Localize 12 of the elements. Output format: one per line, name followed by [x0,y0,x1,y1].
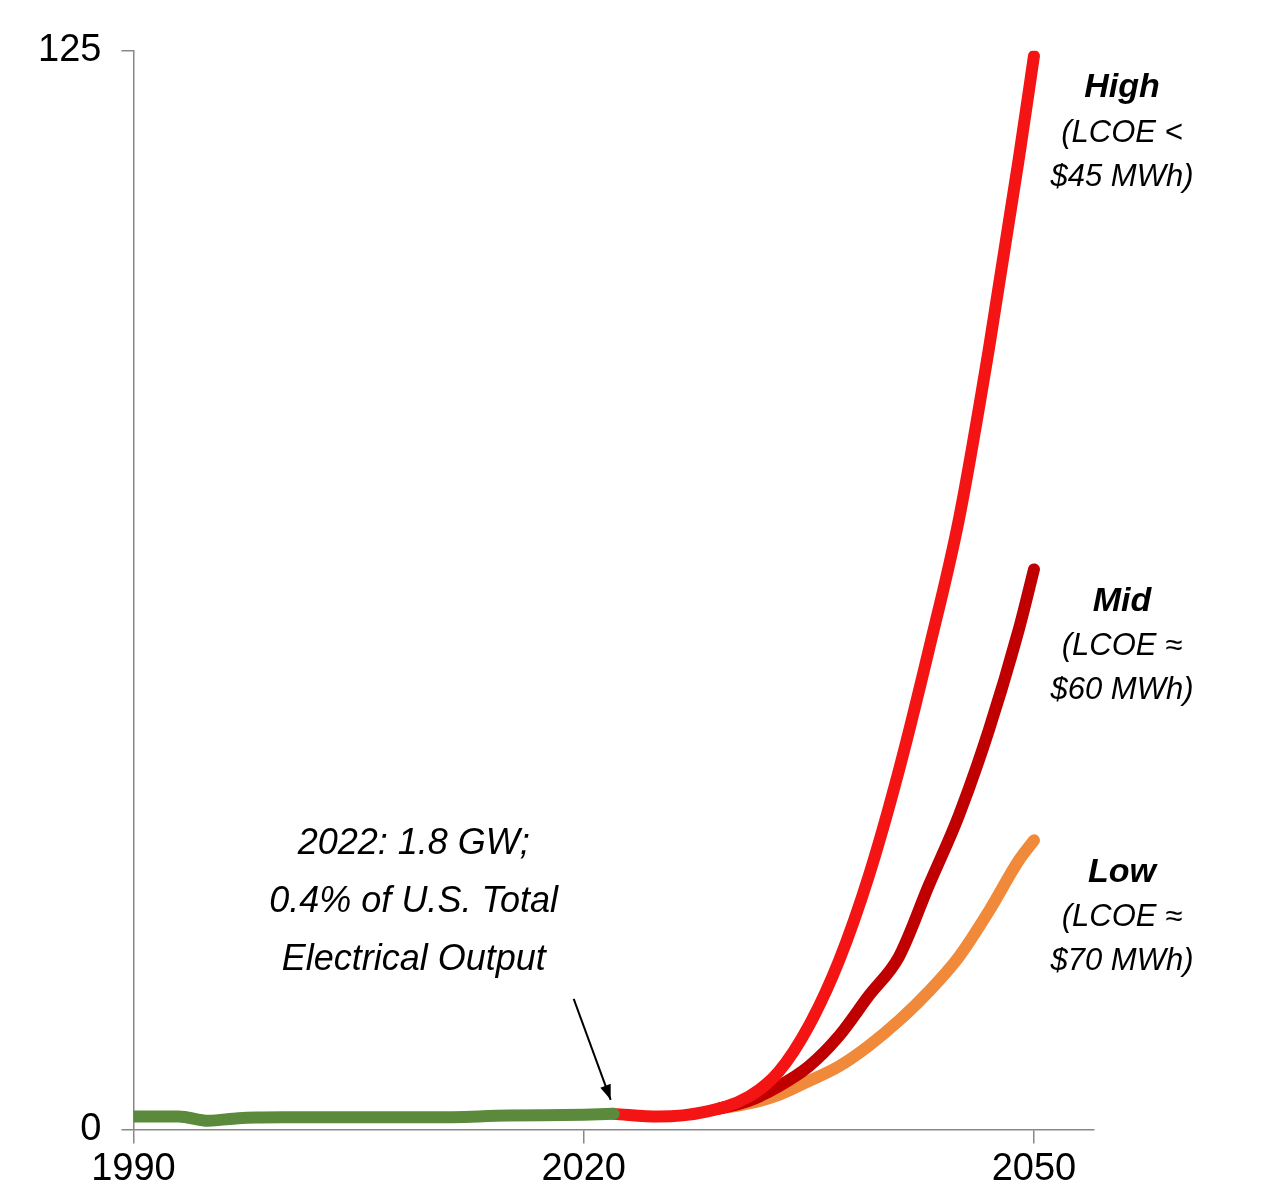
annotation: (LCOE ≈ $70 MWh) [1049,897,1194,977]
series-label: High [1084,66,1160,105]
annotation: 2022: 1.8 GW; 0.4% of U.S. Total Electrical Output [269,820,560,978]
x-tick-label: 1990 [91,1145,176,1188]
series-label: Mid [1092,579,1153,618]
annotation: (LCOE ≈ $60 MWh) [1049,627,1194,707]
y-tick-label: 125 [38,27,102,70]
y-tick-label: 0 [80,1105,102,1148]
annotation: (LCOE < $45 MWh) [1049,113,1194,193]
series-label: Low [1087,850,1159,889]
x-tick-label: 2020 [541,1145,626,1188]
x-tick-label: 2050 [991,1145,1077,1188]
